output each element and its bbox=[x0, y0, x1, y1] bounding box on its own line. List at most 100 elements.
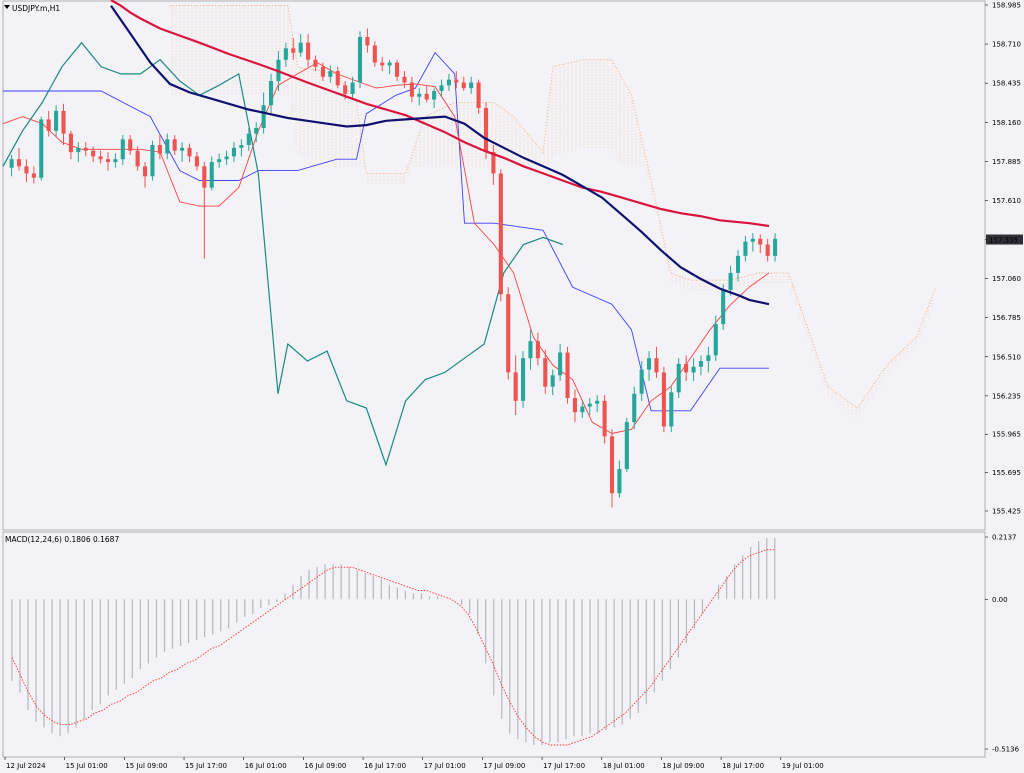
candle-bull[interactable] bbox=[617, 469, 622, 494]
candle-bear[interactable] bbox=[291, 48, 296, 53]
candle-bear[interactable] bbox=[424, 93, 429, 100]
candle-bear[interactable] bbox=[765, 244, 770, 256]
candle-bear[interactable] bbox=[313, 59, 318, 67]
candle-bear[interactable] bbox=[306, 42, 311, 60]
candle-bull[interactable] bbox=[439, 85, 444, 91]
candle-bear[interactable] bbox=[142, 166, 148, 177]
candle-bear[interactable] bbox=[476, 82, 481, 109]
candle-bull[interactable] bbox=[721, 289, 726, 325]
candle-bear[interactable] bbox=[320, 66, 325, 77]
candle-bear[interactable] bbox=[172, 139, 177, 151]
candle-bear[interactable] bbox=[68, 133, 73, 153]
candle-bear[interactable] bbox=[572, 398, 577, 413]
candle-bull[interactable] bbox=[691, 366, 696, 373]
candle-bull[interactable] bbox=[350, 82, 355, 94]
candle-bull[interactable] bbox=[647, 358, 652, 370]
candle-bear[interactable] bbox=[46, 119, 51, 131]
candle-bear[interactable] bbox=[602, 400, 607, 437]
candle-bear[interactable] bbox=[535, 341, 540, 359]
candle-bull[interactable] bbox=[639, 369, 644, 394]
candle-bear[interactable] bbox=[83, 147, 88, 151]
candle-bull[interactable] bbox=[217, 159, 222, 163]
candle-bear[interactable] bbox=[543, 358, 548, 387]
candle-bull[interactable] bbox=[743, 241, 748, 256]
candle-bear[interactable] bbox=[202, 166, 207, 188]
candle-bull[interactable] bbox=[773, 238, 778, 256]
candle-bull[interactable] bbox=[54, 110, 59, 131]
candle-bull[interactable] bbox=[254, 127, 259, 134]
candle-bull[interactable] bbox=[417, 93, 422, 97]
candle-bull[interactable] bbox=[550, 375, 555, 387]
candle-bear[interactable] bbox=[402, 76, 407, 83]
candle-bull[interactable] bbox=[676, 363, 681, 393]
candle-bear[interactable] bbox=[758, 238, 763, 245]
candle-bear[interactable] bbox=[491, 152, 496, 174]
candle-bear[interactable] bbox=[565, 352, 570, 399]
candle-bull[interactable] bbox=[558, 352, 563, 376]
candle-bull[interactable] bbox=[269, 81, 274, 106]
candle-bull[interactable] bbox=[587, 403, 592, 407]
candle-bear[interactable] bbox=[409, 82, 414, 97]
candle-bull[interactable] bbox=[261, 105, 266, 128]
candle-bear[interactable] bbox=[513, 372, 518, 401]
candle-bear[interactable] bbox=[461, 82, 466, 89]
candle-bear[interactable] bbox=[128, 139, 133, 151]
candle-bear[interactable] bbox=[98, 156, 103, 160]
candle-bull[interactable] bbox=[165, 139, 170, 154]
candle-bull[interactable] bbox=[387, 62, 392, 66]
candle-bear[interactable] bbox=[16, 159, 22, 167]
symbol-dropdown-icon[interactable] bbox=[4, 5, 10, 9]
candle-bull[interactable] bbox=[469, 82, 474, 89]
candle-bear[interactable] bbox=[61, 110, 66, 134]
candle-bear[interactable] bbox=[483, 108, 489, 153]
candle-bull[interactable] bbox=[76, 147, 81, 153]
candle-bear[interactable] bbox=[506, 294, 511, 373]
candle-bull[interactable] bbox=[246, 133, 251, 146]
candle-bull[interactable] bbox=[113, 159, 118, 163]
candle-bull[interactable] bbox=[595, 400, 600, 404]
candle-bull[interactable] bbox=[150, 145, 155, 177]
candle-bear[interactable] bbox=[654, 358, 659, 373]
candle-bull[interactable] bbox=[209, 162, 214, 188]
candle-bull[interactable] bbox=[706, 355, 711, 362]
candle-bear[interactable] bbox=[365, 36, 370, 46]
candle-bull[interactable] bbox=[224, 156, 229, 160]
candle-bear[interactable] bbox=[343, 85, 348, 94]
candle-bull[interactable] bbox=[750, 238, 755, 242]
candle-bull[interactable] bbox=[298, 42, 303, 53]
candle-bull[interactable] bbox=[698, 361, 703, 367]
candle-bear[interactable] bbox=[135, 150, 140, 167]
candle-bull[interactable] bbox=[632, 393, 637, 423]
candle-bull[interactable] bbox=[580, 406, 585, 413]
candle-bull[interactable] bbox=[9, 159, 14, 168]
candle-bull[interactable] bbox=[239, 145, 244, 148]
candle-bull[interactable] bbox=[283, 48, 288, 60]
candle-bear[interactable] bbox=[194, 156, 199, 167]
candle-bull[interactable] bbox=[735, 255, 741, 273]
candle-bull[interactable] bbox=[120, 139, 125, 160]
candle-bear[interactable] bbox=[105, 159, 111, 163]
candle-bear[interactable] bbox=[157, 145, 162, 154]
candle-bear[interactable] bbox=[31, 173, 36, 178]
candle-bear[interactable] bbox=[609, 436, 615, 494]
candle-bear[interactable] bbox=[372, 45, 377, 63]
candle-bear[interactable] bbox=[24, 166, 29, 174]
candle-bull[interactable] bbox=[432, 90, 437, 100]
candle-bull[interactable] bbox=[728, 272, 733, 290]
candle-bear[interactable] bbox=[684, 363, 689, 373]
candle-bear[interactable] bbox=[498, 173, 503, 295]
candle-bull[interactable] bbox=[624, 422, 629, 470]
candle-bull[interactable] bbox=[231, 147, 237, 157]
candle-bear[interactable] bbox=[335, 71, 340, 86]
candle-bull[interactable] bbox=[39, 119, 44, 178]
price-panel[interactable] bbox=[2, 0, 986, 531]
candle-bull[interactable] bbox=[328, 71, 333, 77]
candle-bear[interactable] bbox=[661, 372, 666, 427]
candle-bull[interactable] bbox=[669, 392, 674, 427]
candle-bear[interactable] bbox=[395, 62, 400, 77]
candle-bear[interactable] bbox=[380, 62, 385, 66]
candle-bull[interactable] bbox=[180, 147, 185, 151]
candle-bull[interactable] bbox=[528, 341, 533, 359]
candle-bear[interactable] bbox=[187, 147, 192, 157]
